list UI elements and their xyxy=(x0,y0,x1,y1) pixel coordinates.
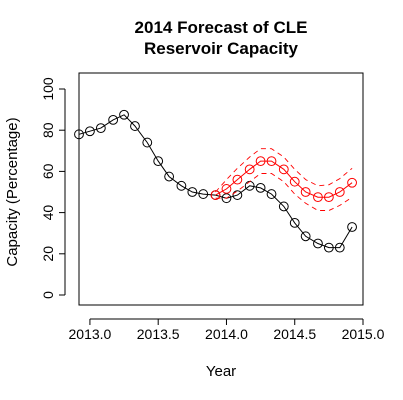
y-tick-label: 40 xyxy=(40,205,56,221)
series-0-point xyxy=(313,238,323,249)
series-1-point xyxy=(334,187,345,197)
series-0-point xyxy=(142,137,153,148)
plot-frame xyxy=(78,72,364,306)
chart-title: 2014 Forecast of CLE Reservoir Capacity xyxy=(135,18,308,58)
series-0-point xyxy=(289,218,300,228)
y-axis: 0 20 40 60 80 100 xyxy=(40,77,66,299)
series-1-point xyxy=(347,177,357,188)
series-3-line xyxy=(215,173,353,211)
series-0-point xyxy=(300,231,311,242)
x-tick-label: 2013.5 xyxy=(137,326,180,342)
series-0-point xyxy=(334,242,345,253)
x-tick-label: 2015.0 xyxy=(342,326,385,342)
series-1-point xyxy=(266,156,277,167)
series-0-point xyxy=(164,171,175,182)
series-layer xyxy=(74,109,357,253)
series-0-point xyxy=(323,242,334,253)
series-1-point xyxy=(255,156,266,167)
series-1-point xyxy=(232,174,243,185)
x-axis-label: Year xyxy=(206,363,236,380)
series-0-point xyxy=(347,222,357,232)
y-tick-label: 20 xyxy=(40,246,56,262)
series-0-point xyxy=(74,129,84,140)
series-1-line xyxy=(215,160,353,198)
series-0-point xyxy=(198,189,209,199)
series-0-point xyxy=(130,121,140,131)
y-tick-label: 0 xyxy=(40,291,56,299)
series-0-point xyxy=(176,180,187,191)
series-1-point xyxy=(210,190,221,200)
y-tick-label: 60 xyxy=(40,163,56,179)
series-1-point xyxy=(278,164,289,175)
x-tick-label: 2014.5 xyxy=(273,326,316,342)
x-tick-label: 2013.0 xyxy=(69,326,112,342)
y-tick-label: 80 xyxy=(40,122,56,138)
series-0-point xyxy=(255,182,266,193)
series-0-point xyxy=(278,201,289,212)
series-0-line xyxy=(78,114,353,249)
series-0-point xyxy=(85,126,95,137)
x-tick-label: 2014.0 xyxy=(205,326,248,342)
chart-title-line-2: Reservoir Capacity xyxy=(144,39,299,58)
series-0-point xyxy=(232,190,243,200)
chart-title-line-1: 2014 Forecast of CLE xyxy=(135,18,308,37)
series-0-point xyxy=(153,156,164,167)
series-1-point xyxy=(313,192,323,203)
series-0-point xyxy=(187,187,198,197)
series-0-point xyxy=(119,109,129,120)
series-2-line xyxy=(215,148,353,193)
x-axis: 2013.0 2013.5 2014.0 2014.5 2015.0 xyxy=(69,318,385,342)
y-axis-label: Capacity (Percentage) xyxy=(4,117,21,266)
series-1-point xyxy=(244,164,255,175)
series-1-point xyxy=(323,192,334,203)
y-tick-label: 100 xyxy=(40,77,56,101)
series-1-point xyxy=(289,176,300,187)
series-1-point xyxy=(300,187,311,197)
series-0-point xyxy=(108,115,119,125)
series-1-point xyxy=(221,184,232,194)
series-0-point xyxy=(95,123,106,134)
series-0-point xyxy=(266,189,277,199)
